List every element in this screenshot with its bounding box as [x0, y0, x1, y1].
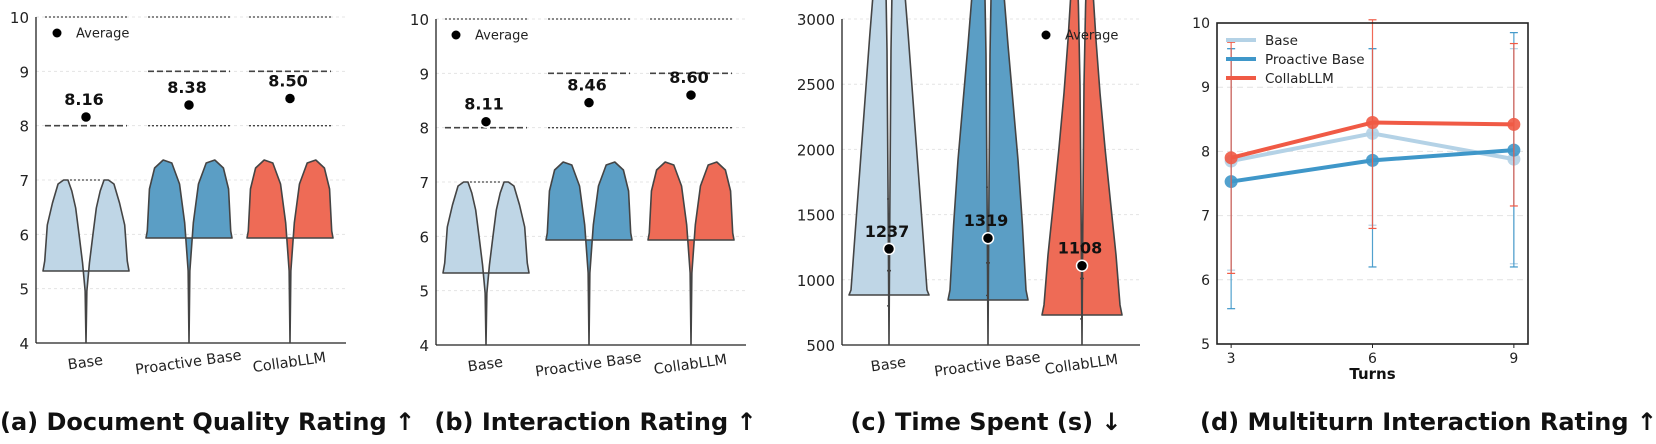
- violin-0: [442, 181, 530, 346]
- average-label: 8.38: [167, 78, 206, 97]
- caption-a: (a) Document Quality Rating ↑: [0, 408, 416, 436]
- legend-marker: [1041, 30, 1051, 40]
- violin-2: [647, 161, 735, 346]
- y-tick-label: 3000: [797, 11, 835, 29]
- y-tick-label: 8: [419, 120, 429, 138]
- average-marker: [1075, 259, 1089, 272]
- y-tick-label: 9: [419, 65, 429, 83]
- caption-b: (b) Interaction Rating ↑: [434, 408, 757, 436]
- y-tick-label: 9: [19, 63, 29, 81]
- y-tick-label: 2500: [797, 76, 835, 94]
- average-marker: [684, 88, 698, 102]
- average-marker: [79, 110, 93, 124]
- x-category-label: Proactive Base: [134, 348, 242, 379]
- y-tick-label: 4: [419, 337, 429, 355]
- panel-time-spent: 500 1000 1500 2000 2500 3000 1237 Base 1319 Proac…: [797, 0, 1140, 380]
- y-tick-label: 6: [1201, 273, 1210, 289]
- plot-frame: [1216, 22, 1529, 345]
- x-tick-label: 6: [1368, 351, 1377, 367]
- average-label: 8.16: [64, 90, 103, 109]
- y-tick-label: 10: [1192, 16, 1210, 32]
- y-tick-label: 10: [10, 9, 29, 27]
- x-tick-label: 9: [1509, 351, 1518, 367]
- x-category-label: CollabLLM: [1044, 352, 1119, 378]
- y-tick-label: 7: [1201, 209, 1210, 225]
- y-tick-label: 6: [419, 228, 429, 246]
- legend-label: Average: [76, 27, 129, 42]
- x-category-label: Proactive Base: [534, 350, 642, 381]
- y-tick-label: 8: [19, 118, 29, 136]
- y-tick-label: 1500: [797, 207, 835, 225]
- y-tick-label: 4: [19, 335, 29, 353]
- violin-0: [42, 179, 130, 344]
- x-category-label: Base: [67, 353, 104, 374]
- average-marker: [981, 231, 995, 245]
- average-label: 8.46: [567, 76, 606, 95]
- y-tick-label: 5: [1201, 337, 1210, 353]
- average-marker: [283, 92, 297, 105]
- x-category-label: CollabLLM: [252, 350, 327, 376]
- caption-c: (c) Time Spent (s) ↓: [850, 408, 1122, 436]
- legend-label: Average: [1065, 29, 1118, 44]
- y-tick-label: 2000: [797, 141, 835, 159]
- x-category-label: Base: [467, 355, 504, 376]
- x-category-label: CollabLLM: [653, 352, 728, 378]
- y-tick-label: 9: [1201, 80, 1210, 96]
- average-label: 1237: [865, 222, 910, 241]
- panel-document-quality: 4 5 6 7 8 9 10 8.16 Base 8.38 Proactive Base 8.50 Co…: [10, 9, 346, 378]
- average-label: 8.50: [268, 72, 307, 91]
- average-marker: [182, 98, 196, 112]
- violin-1: [545, 161, 633, 346]
- x-category-label: Proactive Base: [933, 350, 1041, 381]
- average-marker: [882, 242, 896, 256]
- violin-1: [947, 0, 1029, 346]
- panel-interaction-rating: 4 5 6 7 8 9 10 8.11 Base 8.46 Proactive Base 8.60 Co…: [410, 11, 746, 380]
- x-category-label: Base: [870, 355, 907, 376]
- average-label: 8.11: [464, 95, 503, 114]
- legend-label: Proactive Base: [1265, 52, 1365, 68]
- average-marker: [479, 115, 493, 128]
- data-point: [1366, 116, 1379, 130]
- average-label: 8.60: [669, 68, 708, 87]
- average-marker: [582, 96, 596, 109]
- violin-2: [1041, 0, 1123, 346]
- legend-label: Average: [475, 29, 528, 44]
- average-label: 1319: [964, 211, 1009, 230]
- legend-label: Base: [1265, 33, 1298, 49]
- y-tick-label: 6: [19, 226, 29, 244]
- y-tick-label: 7: [419, 174, 429, 192]
- data-point: [1507, 117, 1521, 131]
- legend-label: CollabLLM: [1265, 71, 1334, 87]
- legend-marker: [451, 30, 461, 40]
- average-label: 1108: [1058, 239, 1103, 258]
- caption-d: (d) Multiturn Interaction Rating ↑: [1200, 408, 1656, 436]
- x-axis-label: Turns: [1349, 365, 1395, 383]
- series-2: [1224, 19, 1521, 274]
- violin-0: [848, 0, 930, 346]
- y-tick-label: 5: [419, 283, 429, 301]
- data-point: [1224, 151, 1238, 165]
- violin-2: [246, 159, 334, 344]
- y-tick-label: 1000: [797, 272, 835, 290]
- violin-1: [145, 159, 233, 344]
- x-tick-label: 3: [1227, 351, 1236, 367]
- y-tick-label: 10: [410, 11, 429, 29]
- legend-marker: [52, 28, 62, 38]
- panel-multiturn-rating: 5 6 7 8 9 10 3 6 9 Turns Base Proactive Base CollabL…: [1192, 16, 1529, 383]
- y-tick-label: 500: [806, 337, 835, 355]
- y-tick-label: 8: [1201, 144, 1210, 160]
- y-tick-label: 5: [19, 281, 29, 299]
- y-tick-label: 7: [19, 172, 29, 190]
